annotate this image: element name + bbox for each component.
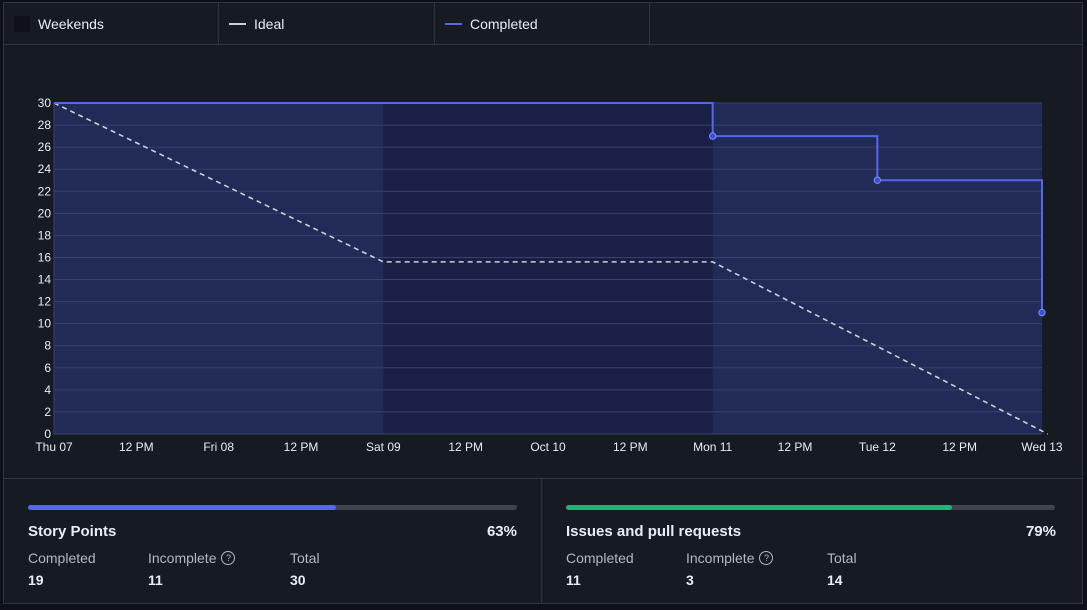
issues-incomplete-value: 3 (686, 572, 694, 588)
issues-title: Issues and pull requests (566, 523, 742, 540)
issues-progress-track (566, 505, 1055, 510)
story-points-percent: 63% (486, 523, 517, 540)
y-tick-label: 0 (44, 427, 51, 441)
x-tick-label: 12 PM (613, 440, 648, 454)
issues-percent: 79% (1025, 523, 1056, 540)
x-tick-label: Oct 10 (530, 440, 566, 454)
y-tick-label: 14 (38, 273, 52, 287)
issues-completed-label: Completed (566, 550, 634, 566)
story-incomplete-label: Incomplete ? (148, 550, 236, 566)
x-tick-label: Sat 09 (366, 440, 401, 454)
y-tick-label: 4 (44, 383, 51, 397)
issues-total-label: Total (827, 550, 857, 566)
y-tick-label: 20 (38, 206, 52, 220)
y-tick-label: 26 (38, 140, 52, 154)
x-tick-label: Thu 07 (35, 440, 73, 454)
y-tick-label: 30 (38, 96, 52, 110)
x-tick-label: 12 PM (284, 440, 319, 454)
legend-item-ideal[interactable]: Ideal (219, 3, 435, 44)
story-points-progress-fill (28, 505, 337, 510)
y-tick-label: 22 (38, 184, 52, 198)
x-tick-label: Fri 08 (203, 440, 234, 454)
y-tick-label: 10 (38, 317, 52, 331)
y-tick-label: 8 (44, 339, 51, 353)
y-tick-label: 16 (38, 250, 52, 264)
story-points-title: Story Points (28, 523, 117, 540)
y-tick-label: 6 (44, 361, 51, 375)
y-tick-label: 28 (38, 118, 52, 132)
issues-progress-fill (566, 505, 953, 510)
completed-point (873, 176, 882, 184)
issues-panel: Issues and pull requests 79% Completed 1… (542, 479, 1082, 604)
y-tick-label: 18 (38, 228, 52, 242)
y-tick-label: 24 (38, 162, 52, 176)
story-total-value: 30 (290, 572, 306, 588)
story-incomplete-value: 11 (148, 572, 163, 588)
stats-section: Story Points 63% Completed 19 Incomplete… (4, 478, 1082, 604)
x-tick-label: 12 PM (778, 440, 813, 454)
story-completed-value: 19 (28, 572, 44, 588)
completed-point (1038, 308, 1046, 317)
x-tick-label: Wed 13 (1021, 440, 1062, 454)
weekend-band (383, 103, 713, 434)
burnup-chart-panel: Weekends Ideal Completed 0 2 4 6 8 10 12 14 16 18… (3, 2, 1083, 604)
chart-legend: Weekends Ideal Completed (4, 3, 1082, 45)
story-points-panel: Story Points 63% Completed 19 Incomplete… (4, 479, 542, 604)
story-points-progress-track (28, 505, 517, 510)
story-total-label: Total (290, 550, 320, 566)
x-tick-label: Tue 12 (859, 440, 896, 454)
x-tick-label: 12 PM (942, 440, 977, 454)
legend-label-weekends: Weekends (38, 15, 104, 32)
weekends-swatch-icon (14, 15, 30, 32)
issues-incomplete-label: Incomplete ? (686, 550, 774, 566)
completed-point (708, 132, 717, 140)
legend-label-completed: Completed (470, 15, 538, 32)
y-tick-label: 12 (38, 295, 52, 309)
ideal-line (53, 102, 1049, 435)
x-tick-label: Mon 11 (693, 440, 732, 454)
story-completed-label: Completed (28, 550, 96, 566)
completed-line (54, 102, 1043, 313)
legend-item-weekends[interactable]: Weekends (4, 3, 219, 44)
x-tick-label: 12 PM (448, 440, 483, 454)
issues-total-value: 14 (827, 572, 843, 588)
legend-item-completed[interactable]: Completed (435, 3, 650, 44)
help-icon[interactable]: ? (221, 551, 236, 565)
issues-completed-value: 11 (566, 572, 581, 588)
help-icon[interactable]: ? (759, 551, 774, 565)
legend-label-ideal: Ideal (254, 15, 285, 32)
completed-line-icon (445, 22, 462, 25)
ideal-line-icon (229, 22, 246, 25)
x-tick-label: 12 PM (119, 440, 154, 454)
chart-area: 0 2 4 6 8 10 12 14 16 18 20 22 24 26 28 30 Thu 07 12 PM Fr… (4, 45, 1082, 477)
y-tick-label: 2 (44, 405, 51, 419)
